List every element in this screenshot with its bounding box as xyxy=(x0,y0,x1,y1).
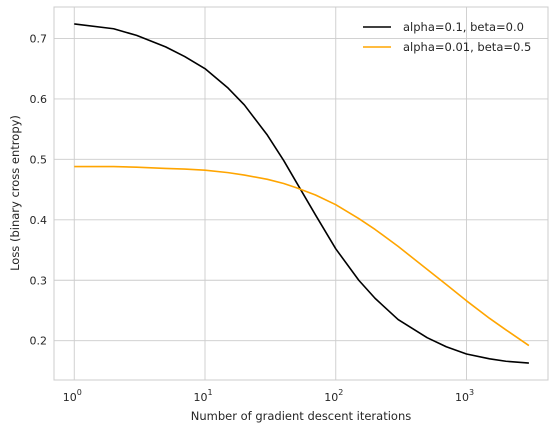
series-line-2 xyxy=(74,165,530,347)
x-tick-labels: 100 101 102 103 xyxy=(63,388,474,404)
y-tick-label: 0.5 xyxy=(30,153,48,166)
y-tick-label: 0.2 xyxy=(30,335,48,348)
y-axis-label: Loss (binary cross entropy) xyxy=(8,115,22,271)
x-axis-label: Number of gradient descent iterations xyxy=(191,409,411,423)
x-tick-label: 101 xyxy=(193,388,212,404)
x-tick-label: 102 xyxy=(324,388,343,404)
legend-label-1: alpha=0.1, beta=0.0 xyxy=(403,20,524,34)
x-tick-label: 100 xyxy=(63,388,82,404)
x-tick-exponent: 2 xyxy=(338,388,343,397)
grid-lines xyxy=(54,7,548,380)
x-tick-base: 10 xyxy=(63,391,77,404)
x-tick-label: 103 xyxy=(455,388,474,404)
x-tick-exponent: 0 xyxy=(77,388,82,397)
legend: alpha=0.1, beta=0.0 alpha=0.01, beta=0.5 xyxy=(363,20,531,54)
x-tick-base: 10 xyxy=(455,391,469,404)
plot-frame xyxy=(53,6,549,381)
x-tick-exponent: 1 xyxy=(207,388,212,397)
y-tick-label: 0.7 xyxy=(30,32,48,45)
x-tick-base: 10 xyxy=(324,391,338,404)
series-line-1 xyxy=(74,23,529,364)
y-tick-label: 0.3 xyxy=(30,274,48,287)
series-lines xyxy=(74,23,530,364)
y-tick-label: 0.6 xyxy=(30,93,48,106)
x-tick-base: 10 xyxy=(193,391,207,404)
y-tick-labels: 0.2 0.3 0.4 0.5 0.6 0.7 xyxy=(30,32,48,347)
legend-label-2: alpha=0.01, beta=0.5 xyxy=(403,40,531,54)
x-tick-exponent: 3 xyxy=(469,388,474,397)
y-tick-label: 0.4 xyxy=(30,214,48,227)
